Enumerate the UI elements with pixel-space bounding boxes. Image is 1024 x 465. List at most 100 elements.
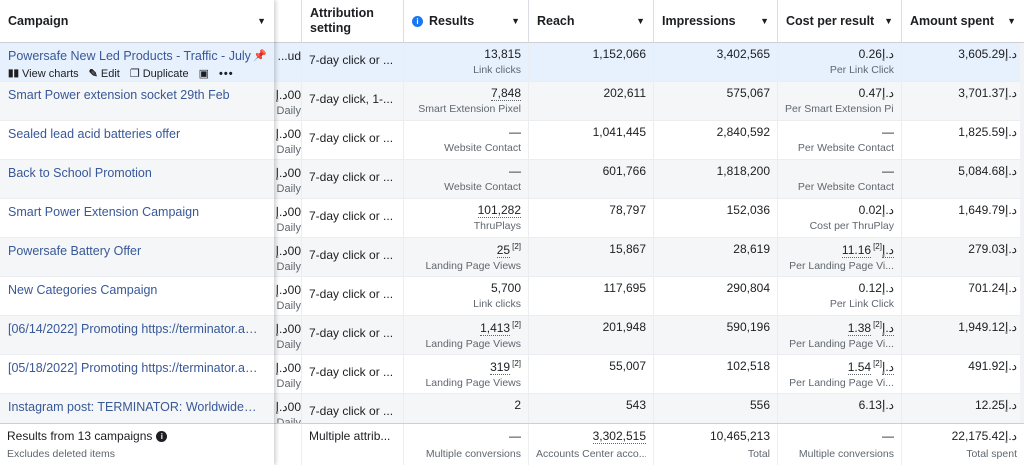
footer-campaign-label: Results from 13 campaigns (7, 429, 153, 443)
footer-cpr-value: — (882, 429, 894, 443)
budget-value: 00د.إ (275, 127, 301, 141)
caret-down-icon[interactable]: ▼ (636, 16, 645, 26)
results-sub: Link clicks (473, 298, 521, 310)
campaign-name-link[interactable]: Powersafe New Led Products - Traffic - J… (8, 49, 251, 63)
caret-down-icon[interactable]: ▼ (884, 16, 893, 26)
footnote-marker[interactable]: [2] (512, 242, 521, 251)
header-amount-spent-label: Amount spent (910, 14, 995, 28)
footer-results: — Multiple conversions (404, 424, 529, 465)
cpr-value: 0.12د.إ (785, 281, 894, 295)
header-amount-spent[interactable]: Amount spent ▼ (902, 0, 1024, 43)
results-cell: 13,815 Link clicks (404, 43, 529, 82)
results-number[interactable]: 101,282 (477, 203, 521, 218)
footnote-marker[interactable]: [2] (512, 320, 521, 329)
cpr-value: 0.26د.إ (785, 47, 894, 61)
header-cost-per-result[interactable]: Cost per result ▼ (778, 0, 902, 43)
edit-button[interactable]: ✎ Edit (89, 67, 120, 81)
campaign-name-link[interactable]: Smart Power Extension Campaign (8, 205, 200, 219)
cpr-value: 1.38د.إ[2] (785, 320, 894, 336)
results-number[interactable]: 7,848 (490, 86, 521, 101)
header-campaign[interactable]: Campaign ▼ (0, 0, 274, 43)
footnote-marker[interactable]: [2] (873, 320, 882, 329)
more-options-button[interactable]: ••• (219, 67, 234, 80)
budget-value: 00د.إ (275, 88, 301, 102)
budget-cell-partial: ud... (274, 43, 302, 82)
impressions-value: 152,036 (726, 203, 770, 217)
header-attribution-line2: setting (310, 21, 351, 35)
results-number[interactable]: 319 (490, 360, 511, 375)
pin-icon[interactable]: 📌 (253, 50, 267, 62)
table-row[interactable]: 00د.إ Daily 7-day click or ... 101,282 ThruP… (0, 199, 1024, 238)
info-icon[interactable]: i (412, 15, 423, 27)
impressions-value: 3,402,565 (716, 47, 770, 61)
duplicate-icon: ❐ (129, 68, 140, 80)
footer-campaign: Results from 13 campaigns i Excludes del… (0, 423, 274, 465)
cpr-number: — (882, 164, 894, 178)
spent-cell: 5,084.68د.إ (902, 160, 1024, 199)
campaign-name-link[interactable]: [06/14/2022] Promoting https://terminato… (8, 322, 258, 336)
caret-down-icon[interactable]: ▼ (257, 16, 266, 26)
footnote-marker[interactable]: [2] (873, 359, 882, 368)
budget-type: Daily (276, 300, 301, 312)
impressions-value: 590,196 (726, 320, 770, 334)
table-row[interactable]: 00د.إ Daily 7-day click or ... 5,700 Link cl… (0, 277, 1024, 316)
spent-value: 1,649.79د.إ (958, 203, 1017, 217)
campaign-cell: New Categories Campaign (0, 277, 274, 316)
budget-type: Daily (276, 261, 301, 273)
attribution-value: 7-day click or ... (309, 287, 394, 301)
header-reach[interactable]: Reach ▼ (529, 0, 654, 43)
duplicate-button[interactable]: ❐ Duplicate (129, 67, 189, 81)
campaign-name-link[interactable]: Back to School Promotion (8, 166, 152, 180)
campaign-name-link[interactable]: Sealed lead acid batteries offer (8, 127, 181, 141)
footer-spent-sub: Total spent (966, 448, 1017, 460)
campaign-name-link[interactable]: [05/18/2022] Promoting https://terminato… (8, 361, 258, 375)
table-row[interactable]: 00د.إ Daily 7-day click or ... 319 [2] Landin… (0, 355, 1024, 394)
footer-reach-number[interactable]: 3,302,515 (592, 429, 646, 444)
header-attribution[interactable]: Attribution setting (302, 0, 404, 43)
campaign-name-link[interactable]: Powersafe Battery Offer (8, 244, 142, 258)
info-icon[interactable]: i (156, 430, 168, 442)
footer-attribution: Multiple attrib... (302, 424, 404, 465)
cpr-number[interactable]: 1.54د.إ (847, 360, 894, 375)
campaign-cell: Sealed lead acid batteries offer (0, 121, 274, 160)
impressions-cell: 590,196 (654, 316, 778, 355)
header-results[interactable]: i Results ▼ (404, 0, 529, 43)
results-sub: Link clicks (473, 64, 521, 76)
budget-value: 00د.إ (275, 244, 301, 258)
footnote-marker[interactable]: [2] (512, 359, 521, 368)
results-number: — (509, 125, 521, 139)
cpr-cell: 1.54د.إ[2] Per Landing Page Vi... (778, 355, 902, 394)
caret-down-icon[interactable]: ▼ (760, 16, 769, 26)
results-value: 101,282 (411, 203, 521, 218)
budget-value: 00د.إ (275, 205, 301, 219)
results-cell: 101,282 ThruPlays (404, 199, 529, 238)
view-charts-label: View charts (22, 67, 79, 80)
footnote-marker[interactable]: [2] (873, 242, 882, 251)
duplicate-label: Duplicate (142, 67, 189, 80)
table-row[interactable]: 00د.إ Daily 7-day click or ... — Website Con… (0, 121, 1024, 160)
cpr-cell: 0.26د.إ Per Link Click (778, 43, 902, 82)
results-number: 5,700 (490, 281, 521, 295)
campaign-name-link[interactable]: New Categories Campaign (8, 283, 158, 297)
header-budget-partial (274, 0, 302, 43)
vertical-scrollbar[interactable] (1020, 43, 1024, 423)
image-icon[interactable]: ▣ (198, 68, 209, 80)
results-number[interactable]: 1,413 (480, 321, 511, 336)
caret-down-icon[interactable]: ▼ (1007, 16, 1016, 26)
caret-down-icon[interactable]: ▼ (511, 16, 520, 26)
campaign-name-link[interactable]: Instagram post: TERMINATOR: Worldwide Le… (8, 400, 258, 414)
cpr-number[interactable]: 11.16د.إ (841, 243, 894, 258)
footer-spent-value: 22,175.42د.إ (951, 429, 1017, 443)
impressions-value: 102,518 (726, 359, 770, 373)
results-value: 5,700 (411, 281, 521, 295)
campaign-name-link[interactable]: Smart Power extension socket 29th Feb (8, 88, 230, 102)
header-impressions[interactable]: Impressions ▼ (654, 0, 778, 43)
attribution-value: 7-day click or ... (309, 248, 394, 262)
results-number[interactable]: 25 (496, 243, 511, 258)
results-value: 2 (411, 398, 521, 412)
impressions-cell: 2,840,592 (654, 121, 778, 160)
results-cell: — Website Contact (404, 121, 529, 160)
cpr-number[interactable]: 1.38د.إ (847, 321, 894, 336)
view-charts-button[interactable]: ▮▮ View charts (8, 68, 79, 80)
budget-cell-partial: 00د.إ Daily (274, 121, 302, 160)
